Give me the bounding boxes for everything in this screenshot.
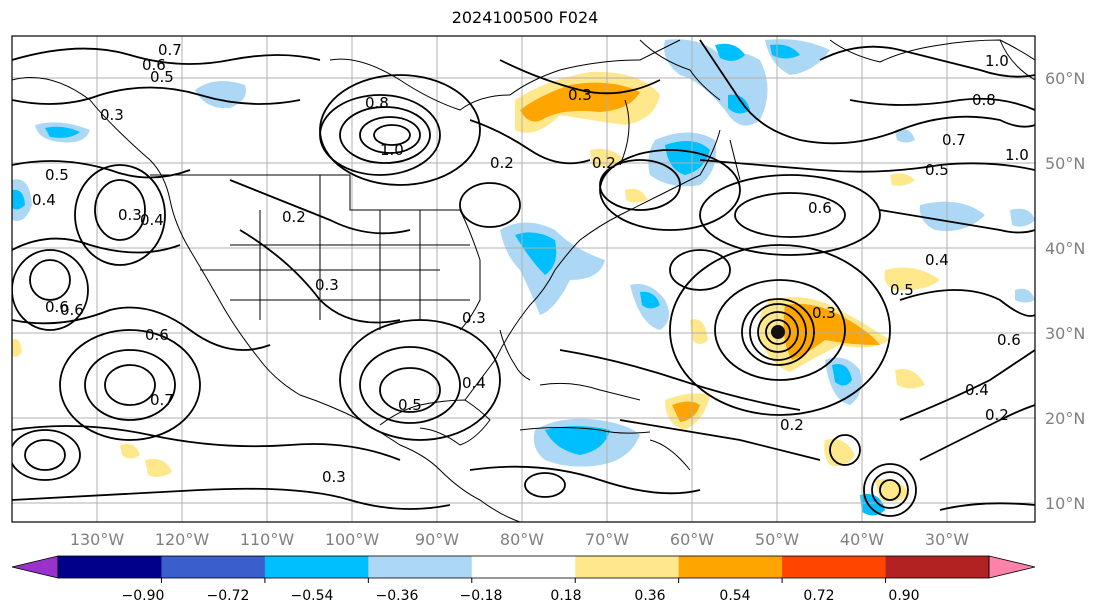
contour-label: 0.6 [45,298,69,316]
lon-label: 60°W [670,530,714,549]
contour-label: 0.2 [490,154,514,172]
colorbar-segment [58,556,162,578]
colorbar-segment [885,556,990,578]
lat-label: 20°N [1045,409,1085,428]
storm-center [771,325,785,339]
coastlines [12,39,1035,522]
colorbar-tick-label: 0.18 [550,588,581,604]
lon-label: 80°W [500,530,544,549]
lat-label: 30°N [1045,324,1085,343]
lon-label: 110°W [240,530,295,549]
colorbar-tick-label: −0.90 [122,588,165,604]
contour-label: 0.2 [592,154,616,172]
contour-label: 0.3 [462,309,486,327]
contour-label: 0.2 [985,406,1009,424]
colorbar-arrow-left [11,555,59,579]
contour-label: 0.3 [568,86,592,104]
contour-label: 0.6 [60,301,84,319]
map-area: 0.7 0.6 0.5 0.3 0.5 0.4 0.3 0.8 1.0 0.2 … [12,36,1035,522]
contour-label: 0.2 [780,416,804,434]
graticule [12,36,1035,522]
contour-label: 1.0 [985,52,1009,70]
colorbar-frame [57,555,990,579]
colorbar-tick-label: −0.54 [291,588,334,604]
colorbar-segment [161,556,266,578]
colorbar [11,555,1036,583]
contour-label: 1.0 [380,141,404,159]
contour-label: 0.4 [965,381,989,399]
colorbar-segment [264,556,369,578]
colorbar-segment [782,556,887,578]
contour-label: 0.7 [942,131,966,149]
lon-label: 30°W [925,530,969,549]
latitude-labels: 60°N 50°N 40°N 30°N 20°N 10°N [1045,69,1085,513]
contour-label: 0.6 [808,199,832,217]
lon-label: 100°W [325,530,380,549]
shade-blue-east [1010,208,1035,227]
colorbar-segment [368,556,473,578]
longitude-labels: 130°W 120°W 110°W 100°W 90°W 80°W 70°W 6… [70,530,969,549]
anomaly-shading [12,39,1035,516]
contour-label: 0.4 [32,191,56,209]
contour-label: 0.2 [282,208,306,226]
contour-label: 0.8 [972,91,996,109]
contour-label: 0.4 [462,374,486,392]
lon-label: 90°W [415,530,459,549]
contour-label: 0.3 [315,276,339,294]
colorbar-tick-label: 0.72 [803,588,834,604]
contour-lines [12,39,1035,517]
colorbar-segment [575,556,680,578]
contour-label: 0.6 [142,56,166,74]
contour-label: 0.3 [812,304,836,322]
contour-label: 1.0 [1005,146,1029,164]
contour-label: 0.7 [150,391,174,409]
contour-label: 0.5 [925,161,949,179]
contour-label: 0.3 [100,106,124,124]
shade-blue-azores [919,201,985,231]
lat-label: 10°N [1045,494,1085,513]
contour-labels: 0.7 0.6 0.5 0.3 0.5 0.4 0.3 0.8 1.0 0.2 … [32,41,1029,486]
lon-label: 50°W [755,530,799,549]
contour-label: 0.3 [118,206,142,224]
lon-label: 70°W [585,530,629,549]
contour-label: 0.6 [997,331,1021,349]
lon-label: 120°W [155,530,210,549]
contour-label: 0.5 [150,68,174,86]
colorbar-tick-label: −0.18 [460,588,503,604]
colorbar-ticks: −0.90 −0.72 −0.54 −0.36 −0.18 0.18 0.36 … [122,588,920,604]
contour-label: 0.7 [158,41,182,59]
colorbar-tick-label: 0.90 [888,588,919,604]
lat-label: 40°N [1045,239,1085,258]
lon-label: 40°W [840,530,884,549]
map-frame [11,35,1036,523]
contour-label: 0.4 [925,251,949,269]
lat-label: 60°N [1045,69,1085,88]
contour-label: 0.5 [890,281,914,299]
contour-label: 0.4 [140,211,164,229]
colorbar-segment [471,556,576,578]
colorbar-segment [678,556,783,578]
contour-label: 0.8 [365,94,389,112]
contour-label: 0.3 [322,468,346,486]
contour-label: 0.6 [145,326,169,344]
colorbar-arrow-right [988,555,1036,579]
colorbar-tick-label: −0.36 [376,588,419,604]
map-title: 2024100500 F024 [451,8,599,27]
contour-label: 0.5 [45,166,69,184]
lon-label: 130°W [70,530,125,549]
lat-label: 50°N [1045,154,1085,173]
colorbar-tick-label: 0.54 [719,588,750,604]
contour-label: 0.5 [398,396,422,414]
colorbar-tick-label: −0.72 [207,588,250,604]
colorbar-tick-label: 0.36 [634,588,665,604]
